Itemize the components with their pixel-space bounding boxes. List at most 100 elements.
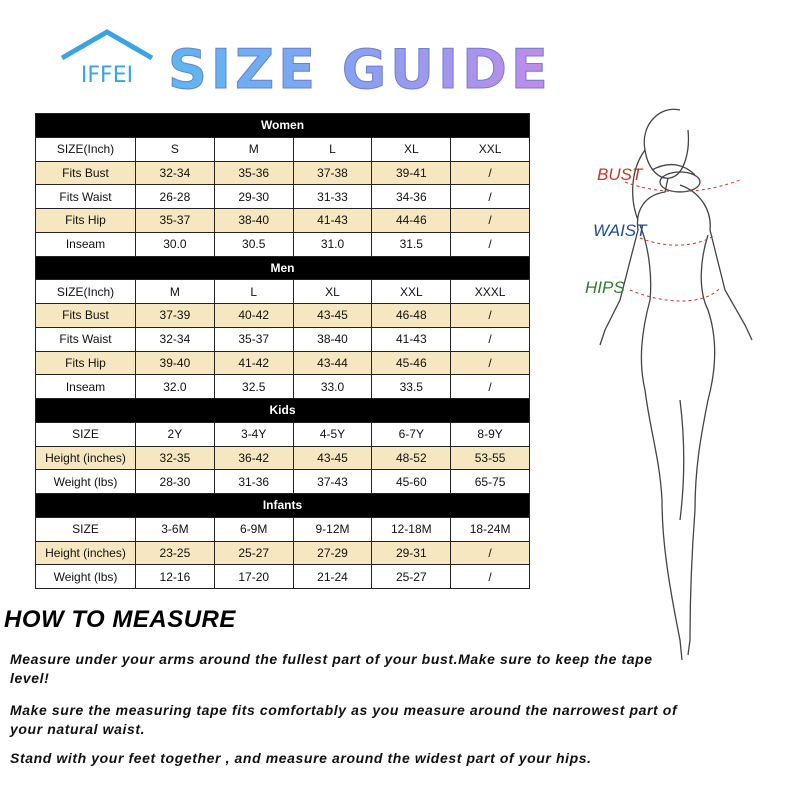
cell: 23-25: [135, 540, 215, 566]
cell: 53-55: [450, 445, 530, 471]
row-label: Fits Bust: [35, 160, 136, 186]
cell: 28-30: [135, 469, 215, 494]
cell: 41-43: [292, 208, 373, 233]
cell: 37-43: [292, 469, 373, 494]
cell: XXXL: [450, 279, 530, 304]
cell: 32.0: [135, 374, 215, 399]
figure: BUST WAIST HIPS: [585, 108, 753, 661]
cell: 31.0: [292, 231, 373, 257]
cell: L: [213, 279, 294, 304]
row-label: Fits Waist: [35, 326, 136, 352]
paragraph: Measure under your arms around the fulle…: [10, 651, 653, 686]
figure-label: HIPS: [585, 278, 625, 297]
cell: 43-45: [292, 303, 373, 328]
title: SIZE GUIDE: [168, 38, 552, 101]
cell: 65-75: [450, 469, 530, 494]
figure-sketch: [599, 108, 753, 661]
table-row: Height (inches) 23-25 25-27 27-29 29-31/: [35, 540, 530, 566]
cell: 9-12M: [292, 516, 373, 542]
row-label: Fits Hip: [35, 208, 136, 233]
cell: 40-42: [213, 303, 294, 328]
cell: XXL: [450, 136, 530, 162]
row-label: Weight (lbs): [35, 469, 136, 494]
row-label: Height (inches): [35, 540, 136, 566]
cell: 41-43: [371, 326, 452, 352]
row-label: Inseam: [35, 374, 136, 399]
cell: 39-40: [135, 350, 215, 376]
size-table: Women SIZE(Inch) S M L XL XXL Fits Bust 32-34 35-…: [35, 113, 530, 589]
cell: 31-33: [292, 184, 373, 209]
cell: 41-42: [213, 350, 294, 376]
cell: /: [450, 231, 530, 257]
header: IFFEI SIZE GUIDE: [60, 29, 552, 102]
table-row: Fits Waist 26-28 29-30 31-33 34-36/: [35, 184, 530, 209]
section-title: HOW TO MEASURE: [4, 606, 236, 633]
cell: 34-36: [371, 184, 452, 209]
table-row: Fits Waist 32-34 35-37 38-40 41-43/: [35, 326, 530, 352]
cell: 37-38: [292, 160, 373, 186]
section-row: Men: [35, 255, 530, 281]
cell: 43-45: [292, 445, 373, 471]
cell: 29-31: [371, 540, 452, 566]
cell: M: [135, 279, 215, 304]
cell: 2Y: [135, 421, 215, 447]
cell: /: [450, 326, 530, 352]
waist-line: [639, 234, 716, 246]
table-row: Height (inches) 32-35 36-42 43-45 48-52 53-55: [35, 445, 530, 471]
cell: 48-52: [371, 445, 452, 471]
cell: 43-44: [292, 350, 373, 376]
cell: 38-40: [213, 208, 294, 233]
cell: 46-48: [371, 303, 452, 328]
table-row: Fits Bust 37-39 40-42 43-45 46-48/: [35, 303, 530, 328]
cell: 6-9M: [213, 516, 294, 542]
cell: 35-37: [135, 208, 215, 233]
paragraph: Make sure the measuring tape fits comfor…: [10, 702, 678, 737]
cell: 6-7Y: [371, 421, 452, 447]
table-row: Fits Bust 32-34 35-36 37-38 39-41/: [35, 160, 530, 186]
section-row: Women: [35, 113, 530, 138]
brand: IFFEI: [81, 63, 133, 88]
cell: 25-27: [371, 564, 452, 589]
row-label: Height (inches): [35, 445, 136, 471]
cell: 32-34: [135, 326, 215, 352]
cell: 38-40: [292, 326, 373, 352]
row-label: SIZE(Inch): [35, 136, 136, 162]
paragraph: Stand with your feet together , and meas…: [10, 750, 592, 766]
cell: 3-4Y: [213, 421, 294, 447]
row-label: SIZE(Inch): [35, 279, 136, 304]
section-title: Women: [35, 113, 530, 138]
table-row: SIZE 2Y 3-4Y 4-5Y 6-7Y 8-9Y: [35, 421, 530, 447]
section-row: Infants: [35, 493, 530, 518]
cell: 21-24: [292, 564, 373, 589]
cell: 12-16: [135, 564, 215, 589]
cell: L: [292, 136, 373, 162]
cell: S: [135, 136, 215, 162]
table-row: Weight (lbs) 12-16 17-20 21-24 25-27/: [35, 564, 530, 589]
row-label: SIZE: [35, 516, 136, 542]
cell: /: [450, 303, 530, 328]
section-title: Kids: [35, 398, 530, 423]
cell: 31-36: [213, 469, 294, 494]
table-row: SIZE(Inch) M L XL XXL XXXL: [35, 279, 530, 304]
figure-label: BUST: [597, 165, 644, 184]
cell: 32-34: [135, 160, 215, 186]
cell: 30.5: [213, 231, 294, 257]
cell: /: [450, 160, 530, 186]
table-row: Inseam 30.0 30.5 31.0 31.5/: [35, 231, 530, 257]
cell: 33.0: [292, 374, 373, 399]
cell: 29-30: [213, 184, 294, 209]
cell: 17-20: [213, 564, 294, 589]
row-label: Inseam: [35, 231, 136, 257]
cell: 35-36: [213, 160, 294, 186]
cell: /: [450, 374, 530, 399]
table-row: Weight (lbs) 28-30 31-36 37-43 45-60 65-75: [35, 469, 530, 494]
table-row: Fits Hip 39-40 41-42 43-44 45-46/: [35, 350, 530, 376]
cell: 25-27: [213, 540, 294, 566]
cell: XL: [292, 279, 373, 304]
cell: 39-41: [371, 160, 452, 186]
cell: 35-37: [213, 326, 294, 352]
cell: 32-35: [135, 445, 215, 471]
cell: 4-5Y: [292, 421, 373, 447]
cell: /: [450, 208, 530, 233]
cell: /: [450, 184, 530, 209]
